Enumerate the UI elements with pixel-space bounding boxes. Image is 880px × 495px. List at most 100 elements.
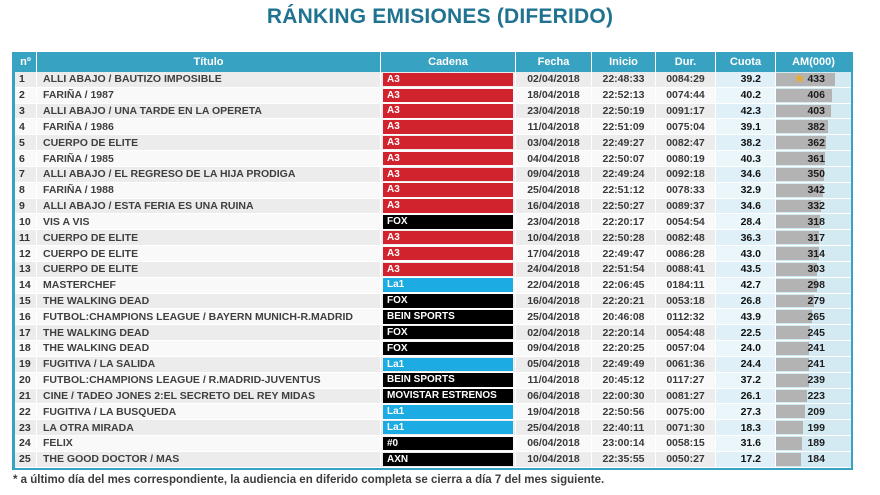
am-value: 245 (807, 326, 825, 339)
channel-cell: A3 (381, 261, 516, 278)
duration-cell: 0050:27 (656, 451, 716, 468)
channel-cell: A3 (381, 166, 516, 183)
am-bar (776, 373, 809, 387)
channel-badge: AXN (383, 452, 513, 467)
duration-cell: 0112:32 (656, 309, 716, 326)
table-row: 11 CUERPO DE ELITE A3 10/04/2018 22:50:2… (15, 230, 851, 247)
am-cell: 382 (776, 119, 851, 136)
am-bar (776, 310, 813, 324)
rank-cell: 11 (15, 230, 37, 247)
share-cell: 43.0 (716, 246, 776, 262)
column-header-n: nº (15, 52, 37, 72)
am-value: 362 (807, 136, 825, 149)
channel-cell: La1 (381, 277, 516, 294)
title-cell: CUERPO DE ELITE (37, 230, 381, 247)
table-row: 3 ALLI ABAJO / UNA TARDE EN LA OPERETA A… (15, 103, 851, 120)
am-cell: 298 (776, 277, 851, 294)
date-cell: 25/04/2018 (516, 182, 592, 199)
am-bar (776, 120, 829, 134)
duration-cell: 0092:18 (656, 166, 716, 183)
am-cell: 350 (776, 166, 851, 183)
am-cell: 209 (776, 404, 851, 421)
am-cell: 239 (776, 372, 851, 389)
am-cell: 245 (776, 325, 851, 342)
share-cell: 27.3 (716, 404, 776, 421)
am-value: 332 (807, 200, 825, 213)
channel-badge: La1 (383, 420, 513, 435)
title-cell: FARIÑA / 1985 (37, 151, 381, 167)
table-row: 19 FUGITIVA / LA SALIDA La1 05/04/2018 2… (15, 356, 851, 373)
rank-cell: 3 (15, 103, 37, 120)
title-cell: THE GOOD DOCTOR / MAS (37, 451, 381, 468)
channel-cell: BEIN SPORTS (381, 372, 516, 389)
am-bar (776, 247, 819, 260)
channel-cell: A3 (381, 72, 516, 88)
table-row: 16 FUTBOL:CHAMPIONS LEAGUE / BAYERN MUNI… (15, 309, 851, 326)
share-cell: 34.6 (716, 166, 776, 183)
table-row: 22 FUGITIVA / LA BUSQUEDA La1 19/04/2018… (15, 404, 851, 421)
page-title: RÁNKING EMISIONES (DIFERIDO) (266, 5, 614, 28)
am-cell: 199 (776, 420, 851, 437)
date-cell: 24/04/2018 (516, 261, 592, 278)
channel-cell: FOX (381, 325, 516, 342)
column-header-am: AM(000) (792, 56, 835, 68)
share-cell: 32.9 (716, 182, 776, 199)
am-value: 298 (807, 279, 825, 292)
title-cell: MASTERCHEF (37, 277, 381, 294)
channel-cell: A3 (381, 135, 516, 152)
table-row: 12 CUERPO DE ELITE A3 17/04/2018 22:49:4… (15, 246, 851, 262)
am-cell: 184 (776, 451, 851, 468)
duration-cell: 0081:27 (656, 388, 716, 405)
share-cell: 39.2 (716, 72, 776, 88)
date-cell: 02/04/2018 (516, 72, 592, 88)
title-cell: THE WALKING DEAD (37, 341, 381, 357)
title-cell: FARIÑA / 1987 (37, 87, 381, 104)
duration-cell: 0054:54 (656, 214, 716, 231)
title-cell: VIS A VIS (37, 214, 381, 231)
title-cell: CUERPO DE ELITE (37, 261, 381, 278)
title-cell: THE WALKING DEAD (37, 293, 381, 310)
am-value: 433 (807, 73, 825, 86)
rank-cell: 24 (15, 436, 37, 452)
title-cell: FARIÑA / 1988 (37, 182, 381, 199)
channel-cell: AXN (381, 451, 516, 468)
am-value: 184 (807, 453, 825, 466)
am-cell: 342 (776, 182, 851, 199)
start-time-cell: 22:51:54 (592, 261, 656, 278)
am-value: 342 (807, 184, 825, 197)
share-cell: 36.3 (716, 230, 776, 247)
am-cell: 241 (776, 341, 851, 357)
channel-cell: A3 (381, 182, 516, 199)
channel-badge: A3 (383, 246, 513, 261)
rank-cell: 10 (15, 214, 37, 231)
am-value: 350 (807, 168, 825, 181)
am-bar (776, 389, 807, 403)
share-cell: 24.0 (716, 341, 776, 357)
channel-badge: FOX (383, 341, 513, 356)
duration-cell: 0088:41 (656, 261, 716, 278)
share-cell: 24.4 (716, 356, 776, 373)
rank-cell: 8 (15, 182, 37, 199)
date-cell: 23/04/2018 (516, 214, 592, 231)
channel-badge: La1 (383, 357, 513, 372)
date-cell: 22/04/2018 (516, 277, 592, 294)
table-row: 17 THE WALKING DEAD FOX 02/04/2018 22:20… (15, 325, 851, 342)
date-cell: 09/04/2018 (516, 341, 592, 357)
duration-cell: 0080:19 (656, 151, 716, 167)
date-cell: 16/04/2018 (516, 293, 592, 310)
title-cell: LA OTRA MIRADA (37, 420, 381, 437)
date-cell: 10/04/2018 (516, 230, 592, 247)
table-row: 23 LA OTRA MIRADA La1 25/04/2018 22:40:1… (15, 420, 851, 437)
am-cell: ★ 433 (776, 72, 851, 88)
am-value: 241 (807, 358, 825, 371)
duration-cell: 0075:00 (656, 404, 716, 421)
table-row: 4 FARIÑA / 1986 A3 11/04/2018 22:51:09 0… (15, 119, 851, 136)
star-icon: ★ (794, 72, 805, 85)
am-bar (776, 215, 820, 229)
rank-cell: 22 (15, 404, 37, 421)
title-cell: CUERPO DE ELITE (37, 135, 381, 152)
am-value: 403 (807, 105, 825, 118)
duration-cell: 0089:37 (656, 198, 716, 215)
am-cell: 403 (776, 103, 851, 120)
start-time-cell: 22:49:27 (592, 135, 656, 152)
